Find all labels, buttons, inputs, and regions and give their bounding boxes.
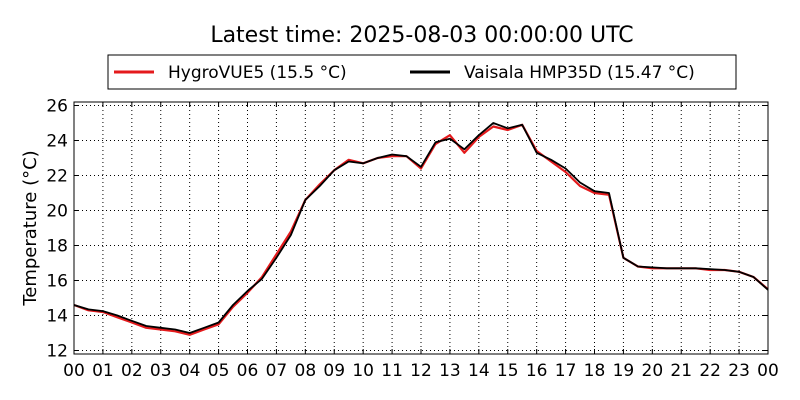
x-tick-label: 06 <box>237 361 259 381</box>
y-tick-label: 12 <box>46 342 68 362</box>
chart-title: Latest time: 2025-08-03 00:00:00 UTC <box>210 23 633 48</box>
legend: HygroVUE5 (15.5 °C) Vaisala HMP35D (15.47… <box>107 54 737 90</box>
legend-label-1: Vaisala HMP35D (15.47 °C) <box>464 63 695 83</box>
x-tick-labels: 00 01 02 03 04 05 06 07 08 09 10 11 12 13 14 15 16 17 18 19… <box>63 361 779 381</box>
x-tick-label: 17 <box>555 361 577 381</box>
series-line-0 <box>73 123 769 336</box>
x-tick-label: 01 <box>92 361 114 381</box>
y-tick-labels: 12 14 16 18 20 22 24 26 <box>46 97 68 362</box>
y-axis-label: Temperature (°C) <box>20 150 41 306</box>
x-tick-label: 20 <box>642 361 664 381</box>
y-tick-label: 26 <box>46 97 68 117</box>
y-tick-label: 20 <box>46 202 68 222</box>
y-tick-label: 18 <box>46 237 68 257</box>
series-line-1 <box>73 122 769 334</box>
x-tick-label: 07 <box>266 361 288 381</box>
x-tick-label: 03 <box>150 361 172 381</box>
x-tick-label: 11 <box>381 361 403 381</box>
x-tick-label: 05 <box>208 361 230 381</box>
x-tick-label: 08 <box>295 361 317 381</box>
x-tick-label: 12 <box>410 361 432 381</box>
x-tick-label: 15 <box>497 361 519 381</box>
series-group <box>73 122 769 336</box>
plot-frame <box>73 101 769 355</box>
x-tick-label: 14 <box>468 361 490 381</box>
ticks <box>73 102 769 354</box>
y-tick-label: 22 <box>46 167 68 187</box>
x-tick-label: 13 <box>439 361 461 381</box>
x-tick-label: 09 <box>323 361 345 381</box>
x-tick-label: 19 <box>613 361 635 381</box>
x-tick-label: 22 <box>699 361 721 381</box>
x-tick-label: 02 <box>121 361 143 381</box>
x-tick-label: 10 <box>352 361 374 381</box>
y-tick-label: 24 <box>46 132 68 152</box>
x-tick-label: 16 <box>526 361 548 381</box>
x-tick-label: 00 <box>757 361 779 381</box>
x-tick-label: 04 <box>179 361 201 381</box>
y-tick-label: 14 <box>46 307 68 327</box>
grid <box>74 102 768 354</box>
x-tick-label: 21 <box>670 361 692 381</box>
x-tick-label: 00 <box>63 361 85 381</box>
legend-label-0: HygroVUE5 (15.5 °C) <box>168 63 347 83</box>
y-tick-label: 16 <box>46 272 68 292</box>
x-tick-label: 18 <box>584 361 606 381</box>
x-tick-label: 23 <box>728 361 750 381</box>
